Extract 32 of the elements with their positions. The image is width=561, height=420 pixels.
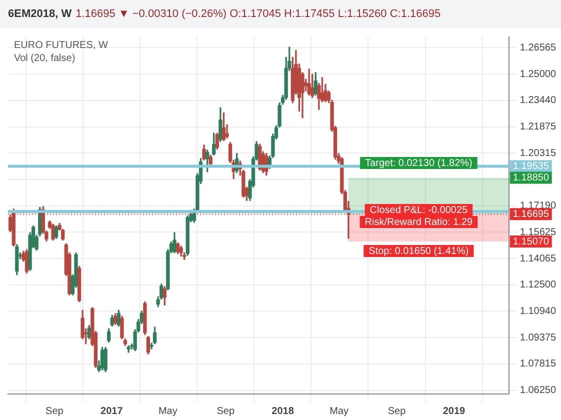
x-tick-label: May [158, 406, 178, 417]
x-tick-label: 2018 [272, 406, 294, 417]
x-tick-label: Sep [388, 406, 406, 417]
y-tick-label: 1.14065 [520, 253, 556, 264]
x-tick-label: 2017 [100, 406, 124, 417]
annotation: Risk/Reward Ratio: 1.29 [364, 216, 474, 228]
y-tick-label: 1.09375 [520, 332, 556, 344]
annotation: Target: 0.02130 (1.82%) [365, 158, 472, 169]
band-label: 1.18850 [512, 172, 550, 184]
chart-title: 6EM2018, W [8, 8, 72, 20]
y-tick-label: 1.26565 [520, 42, 556, 54]
y-tick-label: 1.15625 [520, 226, 556, 238]
chart-subtitle: 1.16695 ▼ −0.00310 (−0.26%) O:1.17045 H:1.17455 L:1.15260 C:1.16695 [76, 8, 441, 20]
y-tick-label: 1.20315 [520, 148, 556, 159]
x-tick-label: May [330, 406, 349, 417]
x-tick-label: 2019 [442, 406, 466, 417]
y-tick-label: 1.10940 [520, 306, 556, 317]
y-tick-label: 1.06250 [520, 385, 556, 396]
x-tick-label: Sep [46, 406, 64, 417]
annotation: Vol (20, false) [14, 52, 76, 64]
annotation: Closed P&L: -0.00025 [370, 204, 468, 216]
annotation: Stop: 0.01650 (1.41%) [368, 246, 469, 257]
y-tick-label: 1.23440 [520, 95, 556, 106]
y-tick-label: 1.12500 [520, 280, 556, 291]
x-tick-label: Sep [216, 406, 235, 417]
ref-line-label: 1.19535 [512, 161, 550, 172]
band-label: 1.15070 [512, 236, 550, 248]
y-tick-label: 1.07815 [520, 358, 556, 370]
y-tick-label: 1.25000 [520, 68, 556, 80]
annotation: EURO FUTURES, W [14, 40, 108, 51]
y-tick-label: 1.21875 [520, 122, 556, 133]
ref-line-label: 1.16695 [512, 208, 550, 220]
